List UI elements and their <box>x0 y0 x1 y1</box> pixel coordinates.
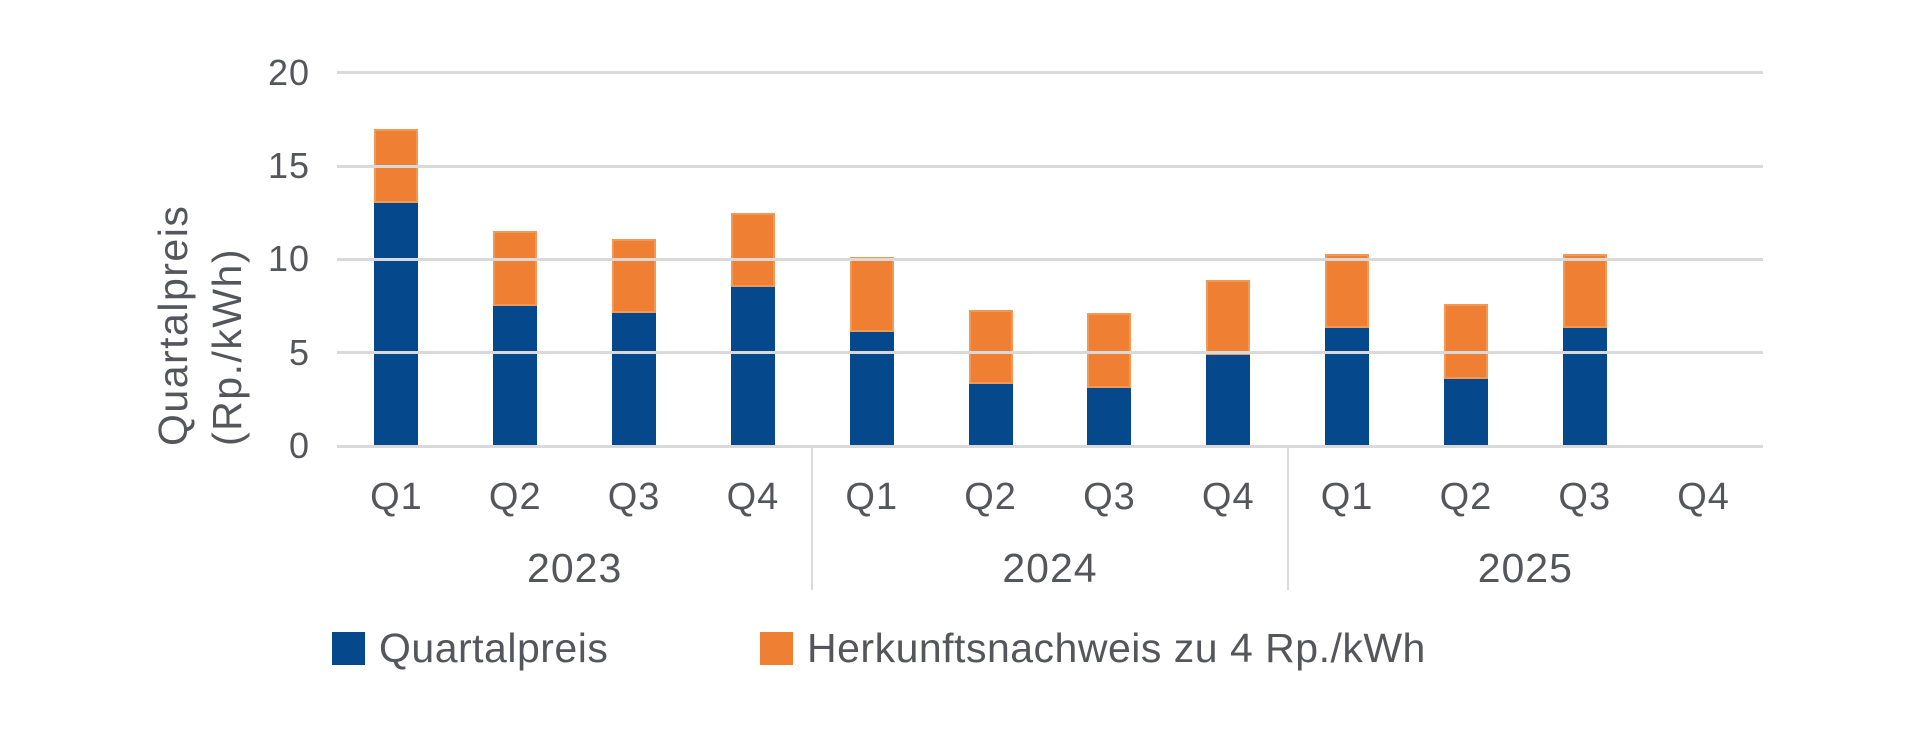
quarter-label-8: Q1 <box>1320 476 1374 518</box>
legend-item-herkunftsnachweis: Herkunftsnachweis zu 4 Rp./kWh <box>760 625 1426 671</box>
gridline-20 <box>337 71 1763 75</box>
bar-segment-2024-q1-0 <box>849 332 894 446</box>
bar-segment-2024-q3-0 <box>1087 388 1132 446</box>
legend-item-quartalpreis: Quartalpreis <box>332 625 609 671</box>
quarter-label-9: Q2 <box>1439 476 1493 518</box>
bar-segment-2025-q2-1 <box>1443 304 1488 379</box>
year-label-2023: 2023 <box>527 545 623 591</box>
bar-segment-2024-q4-0 <box>1206 354 1251 446</box>
bar-segment-2025-q2-0 <box>1443 378 1488 446</box>
bar-segment-2025-q1-1 <box>1325 253 1370 329</box>
bar-segment-2025-q3-0 <box>1562 328 1607 446</box>
bar-segment-2025-q1-0 <box>1325 328 1370 446</box>
quarter-label-10: Q3 <box>1558 476 1612 518</box>
gridline-15 <box>337 164 1763 168</box>
y-tick-label-15: 15 <box>267 145 310 187</box>
gridline-5 <box>337 351 1763 355</box>
gridline-10 <box>337 257 1763 261</box>
bar-segment-2023-q3-1 <box>612 238 657 314</box>
bar-segment-2024-q4-1 <box>1206 279 1251 355</box>
quarter-label-4: Q1 <box>845 476 899 518</box>
quarter-label-3: Q4 <box>726 476 780 518</box>
bar-segment-2023-q4-0 <box>730 287 775 446</box>
year-label-2025: 2025 <box>1477 545 1573 591</box>
year-label-2024: 2024 <box>1002 545 1098 591</box>
bar-segment-2023-q2-1 <box>493 231 538 306</box>
legend-label-quartalpreis: Quartalpreis <box>379 625 609 671</box>
quarter-label-1: Q2 <box>488 476 542 518</box>
year-group-separator-1 <box>1286 446 1289 590</box>
quarter-label-11: Q4 <box>1677 476 1730 518</box>
legend-swatch-quartalpreis-icon <box>332 631 365 665</box>
y-tick-label-10: 10 <box>267 238 310 280</box>
bar-segment-2024-q1-1 <box>849 257 894 333</box>
gridline-0 <box>337 444 1763 448</box>
bar-segment-2023-q3-0 <box>612 313 657 446</box>
quarter-label-0: Q1 <box>370 476 423 518</box>
bar-segment-2023-q1-0 <box>374 203 419 446</box>
bar-segment-2023-q4-1 <box>730 212 775 288</box>
quarter-label-2: Q3 <box>607 476 661 518</box>
y-tick-label-5: 5 <box>288 331 310 373</box>
quarter-label-7: Q4 <box>1201 476 1255 518</box>
bar-segment-2025-q3-1 <box>1562 253 1607 329</box>
legend-label-herkunftsnachweis: Herkunftsnachweis zu 4 Rp./kWh <box>807 625 1426 671</box>
legend-swatch-herkunftsnachweis-icon <box>760 631 793 665</box>
year-group-separator-0 <box>811 446 814 590</box>
y-tick-label-20: 20 <box>267 51 310 93</box>
y-tick-label-0: 0 <box>288 425 310 466</box>
bar-segment-2024-q3-1 <box>1087 313 1132 389</box>
quarter-label-6: Q3 <box>1083 476 1136 518</box>
bar-segment-2024-q2-0 <box>968 384 1013 446</box>
quarter-label-5: Q2 <box>964 476 1017 518</box>
bar-segment-2023-q2-0 <box>493 306 538 446</box>
bar-segment-2024-q2-1 <box>968 309 1013 385</box>
